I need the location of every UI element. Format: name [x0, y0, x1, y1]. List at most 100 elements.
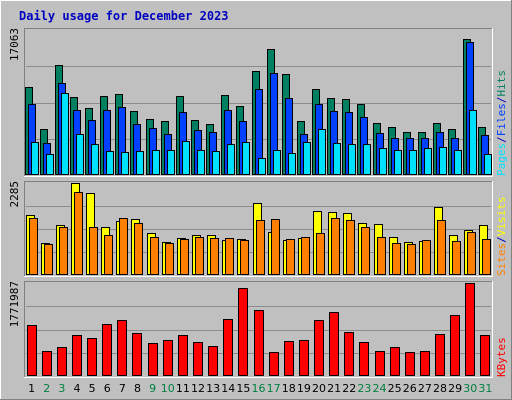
bar-sites-day-10 [165, 243, 174, 275]
bar-kbytes-day-4 [72, 335, 82, 376]
day-label: 13 [206, 382, 220, 395]
legend-entry: / [495, 236, 508, 243]
bar-pages-day-20 [318, 129, 326, 175]
bar-sites-day-24 [377, 237, 386, 275]
bar-pages-day-15 [242, 142, 250, 175]
bar-pages-day-5 [91, 144, 99, 175]
bar-sites-day-12 [195, 237, 204, 275]
bar-pages-day-25 [394, 150, 402, 175]
legend: Sites/Visits [495, 197, 508, 277]
bar-pages-day-4 [76, 134, 84, 175]
day-label: 18 [282, 382, 296, 395]
bar-kbytes-day-1 [27, 325, 37, 376]
legend-entry: / [495, 97, 508, 104]
bar-kbytes-day-31 [480, 335, 490, 376]
bar-kbytes-day-18 [284, 341, 294, 376]
bar-sites-day-22 [346, 220, 355, 275]
bar-sites-day-21 [331, 218, 340, 275]
bar-kbytes-day-3 [57, 347, 67, 376]
bar-sites-day-6 [104, 235, 113, 275]
bar-kbytes-day-10 [163, 340, 173, 376]
bar-kbytes-day-21 [329, 312, 339, 376]
legend: KBytes [495, 337, 508, 377]
day-label: 26 [403, 382, 417, 395]
bar-sites-day-23 [361, 227, 370, 275]
legend-entry: Visits [495, 197, 508, 237]
day-label: 4 [73, 382, 80, 395]
bar-sites-day-25 [392, 243, 401, 275]
panel-visits-sites: 2285 Sites/Visits [8, 181, 508, 277]
bar-pages-day-14 [227, 144, 235, 175]
bar-kbytes-day-24 [375, 351, 385, 376]
bar-pages-day-16 [258, 158, 266, 175]
bar-pages-day-11 [182, 141, 190, 175]
day-label: 27 [418, 382, 432, 395]
legend-entry: Pages [495, 143, 508, 176]
legend-entry: KBytes [495, 337, 508, 377]
bar-kbytes-day-26 [405, 352, 415, 376]
bar-pages-day-27 [424, 148, 432, 175]
day-label: 14 [221, 382, 235, 395]
bar-pages-day-12 [197, 150, 205, 175]
legend-entry: Sites [495, 243, 508, 276]
bar-pages-day-10 [167, 150, 175, 175]
bar-kbytes-day-9 [148, 343, 158, 376]
bar-kbytes-day-27 [420, 351, 430, 376]
bar-kbytes-day-13 [208, 346, 218, 376]
bar-pages-day-24 [379, 148, 387, 175]
bar-pages-day-30 [469, 110, 477, 175]
day-label: 30 [463, 382, 477, 395]
bar-kbytes-day-14 [223, 319, 233, 376]
day-label: 16 [252, 382, 266, 395]
bar-kbytes-day-29 [450, 315, 460, 376]
bar-pages-day-31 [484, 154, 492, 175]
y-max-label: 2285 [8, 181, 21, 208]
day-label: 31 [478, 382, 492, 395]
bar-kbytes-day-7 [117, 320, 127, 376]
bar-pages-day-23 [363, 144, 371, 175]
day-label: 7 [119, 382, 126, 395]
bar-kbytes-day-22 [344, 332, 354, 376]
bar-sites-day-2 [44, 244, 53, 275]
bar-sites-day-17 [271, 219, 280, 275]
day-label: 17 [267, 382, 281, 395]
bar-sites-day-18 [286, 239, 295, 275]
bar-sites-day-20 [316, 233, 325, 275]
bar-pages-day-26 [409, 150, 417, 175]
bar-kbytes-day-28 [435, 334, 445, 376]
bar-kbytes-day-2 [42, 351, 52, 376]
day-label: 21 [327, 382, 341, 395]
bar-pages-day-28 [439, 147, 447, 175]
day-label: 28 [433, 382, 447, 395]
bar-kbytes-day-11 [178, 335, 188, 376]
legend-entry: / [495, 136, 508, 143]
day-label: 1 [28, 382, 35, 395]
bar-pages-day-19 [303, 142, 311, 175]
bar-sites-day-16 [256, 220, 265, 275]
day-label: 15 [236, 382, 250, 395]
panel-kbytes: 1771987 KBytes [8, 281, 508, 378]
day-label: 20 [312, 382, 326, 395]
bar-kbytes-day-25 [390, 347, 400, 376]
day-label: 19 [297, 382, 311, 395]
bar-kbytes-day-15 [238, 288, 248, 376]
bar-sites-day-15 [240, 240, 249, 275]
bar-sites-day-31 [482, 239, 491, 275]
bar-pages-day-29 [454, 150, 462, 175]
chart-panels: 17063Pages/Files/Hits2285Sites/Visits177… [8, 28, 508, 378]
bar-sites-day-5 [89, 227, 98, 275]
bar-pages-day-17 [273, 150, 281, 175]
bar-sites-day-4 [74, 192, 83, 275]
bar-pages-day-3 [61, 93, 69, 175]
y-max-label: 17063 [8, 28, 21, 61]
bar-sites-day-8 [134, 223, 143, 275]
bar-pages-day-7 [121, 152, 129, 175]
day-label: 6 [104, 382, 111, 395]
day-label: 2 [43, 382, 50, 395]
bar-pages-day-1 [31, 142, 39, 175]
day-label: 11 [176, 382, 190, 395]
bar-pages-day-13 [212, 151, 220, 175]
day-label: 29 [448, 382, 462, 395]
